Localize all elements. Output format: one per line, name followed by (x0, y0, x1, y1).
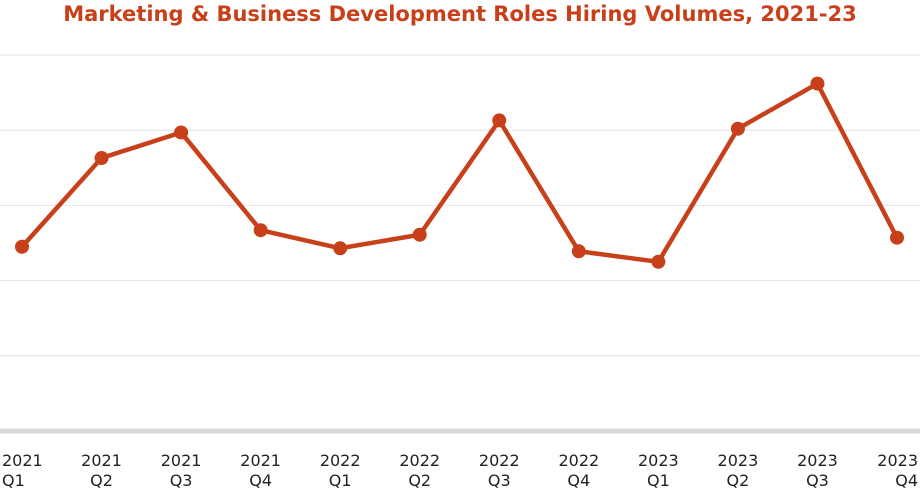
x-tick-label: 2022 Q2 (399, 451, 440, 490)
x-tick-quarter: Q1 (647, 471, 670, 490)
x-tick-quarter: Q3 (170, 471, 193, 490)
x-tick-quarter: Q2 (727, 471, 750, 490)
x-tick-quarter: Q1 (329, 471, 352, 490)
data-point (492, 113, 507, 128)
data-point (15, 239, 29, 254)
x-tick-quarter: Q3 (806, 471, 829, 490)
data-point (412, 227, 427, 242)
x-tick-quarter: Q2 (90, 471, 113, 490)
data-point (810, 76, 825, 91)
x-tick-year: 2023 (797, 451, 838, 470)
x-tick-year: 2021 (2, 451, 43, 470)
x-tick-quarter: Q4 (895, 471, 918, 490)
data-point (730, 121, 745, 136)
x-tick-year: 2022 (399, 451, 440, 470)
x-tick-label: 2021 Q2 (81, 451, 122, 490)
x-tick-quarter: Q4 (567, 471, 590, 490)
chart-title: Marketing & Business Development Roles H… (63, 2, 857, 26)
data-point (571, 244, 586, 259)
x-tick-label: 2021 Q3 (161, 451, 202, 490)
x-tick-year: 2021 (240, 451, 281, 470)
data-point (174, 125, 189, 140)
x-tick-year: 2021 (161, 451, 202, 470)
x-tick-label: 2021 Q4 (240, 451, 281, 490)
data-point (890, 230, 904, 245)
x-tick-quarter: Q1 (2, 471, 25, 490)
series-line (19, 81, 900, 265)
data-points (15, 76, 904, 269)
data-point (651, 254, 666, 269)
data-point (94, 151, 109, 166)
x-tick-year: 2022 (558, 451, 599, 470)
series-line-layer (19, 81, 900, 265)
gridlines (0, 54, 920, 357)
x-tick-quarter: Q2 (408, 471, 431, 490)
x-tick-label: 2023 Q4 (877, 451, 918, 490)
x-tick-label: 2022 Q3 (479, 451, 520, 490)
x-tick-year: 2023 (877, 451, 918, 470)
x-tick-year: 2022 (320, 451, 361, 470)
data-point (253, 223, 268, 238)
x-tick-label: 2023 Q2 (718, 451, 759, 490)
x-tick-year: 2023 (718, 451, 759, 470)
x-tick-label: 2021 Q1 (2, 451, 43, 490)
x-tick-year: 2023 (638, 451, 679, 470)
x-tick-quarter: Q4 (249, 471, 272, 490)
x-tick-label: 2022 Q4 (558, 451, 599, 490)
x-tick-quarter: Q3 (488, 471, 511, 490)
x-tick-year: 2022 (479, 451, 520, 470)
x-tick-year: 2021 (81, 451, 122, 470)
x-tick-label: 2022 Q1 (320, 451, 361, 490)
data-point (333, 241, 348, 256)
x-tick-label: 2023 Q1 (638, 451, 679, 490)
x-tick-label: 2023 Q3 (797, 451, 838, 490)
